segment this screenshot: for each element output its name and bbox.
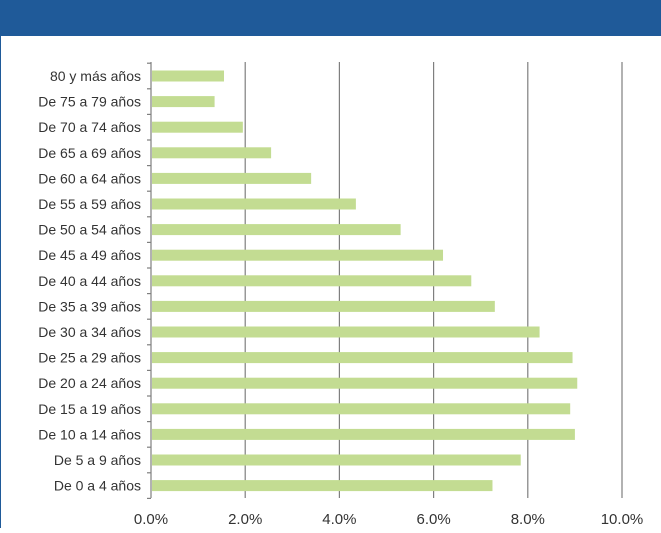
x-tick-label: 2.0% [228, 511, 262, 528]
plot-panel: 80 y más años De 75 a 79 años De 70 a 74 a… [0, 36, 661, 528]
category-label: De 70 a 74 años [38, 119, 141, 135]
bar [152, 454, 521, 466]
category-label: De 10 a 14 años [38, 426, 141, 442]
bar [152, 428, 575, 440]
category-label: De 60 a 64 años [38, 170, 141, 186]
category-label: De 20 a 24 años [38, 375, 141, 391]
category-label: De 40 a 44 años [38, 273, 141, 289]
category-labels: 80 y más años De 75 a 79 años De 70 a 74 a… [38, 68, 141, 494]
bar [152, 121, 243, 133]
category-label: De 50 a 54 años [38, 222, 141, 238]
category-label: 80 y más años [50, 68, 141, 84]
bar [152, 377, 578, 389]
bar-chart: 80 y más años De 75 a 79 años De 70 a 74 a… [38, 62, 643, 528]
bar [152, 480, 493, 492]
bar [152, 224, 401, 236]
category-label: De 15 a 19 años [38, 401, 141, 417]
gridlines [147, 62, 623, 499]
x-tick-label: 10.0% [601, 511, 644, 528]
bar [152, 403, 571, 415]
x-tick-label: 4.0% [322, 511, 356, 528]
bar [152, 300, 495, 312]
category-label: De 5 a 9 años [54, 452, 141, 468]
bar [152, 352, 573, 364]
bar [152, 326, 540, 338]
x-tick-label: 0.0% [134, 511, 168, 528]
category-label: De 65 a 69 años [38, 145, 141, 161]
bar [152, 198, 356, 210]
category-label: De 35 a 39 años [38, 298, 141, 314]
category-label: De 0 a 4 años [54, 478, 141, 494]
bar [152, 249, 444, 261]
category-label: De 75 a 79 años [38, 94, 141, 110]
bar [152, 172, 312, 184]
category-label: De 45 a 49 años [38, 247, 141, 263]
header-band [0, 0, 661, 36]
x-tick-labels: 0.0% 2.0% 4.0% 6.0% 8.0% 10.0% [134, 511, 643, 528]
bar [152, 147, 272, 159]
bar [152, 70, 225, 82]
x-tick-label: 8.0% [511, 511, 545, 528]
category-label: De 30 a 34 años [38, 324, 141, 340]
bar [152, 275, 472, 287]
x-tick-label: 6.0% [416, 511, 450, 528]
bars [152, 70, 578, 492]
category-label: De 55 a 59 años [38, 196, 141, 212]
bar [152, 96, 215, 108]
category-label: De 25 a 29 años [38, 350, 141, 366]
